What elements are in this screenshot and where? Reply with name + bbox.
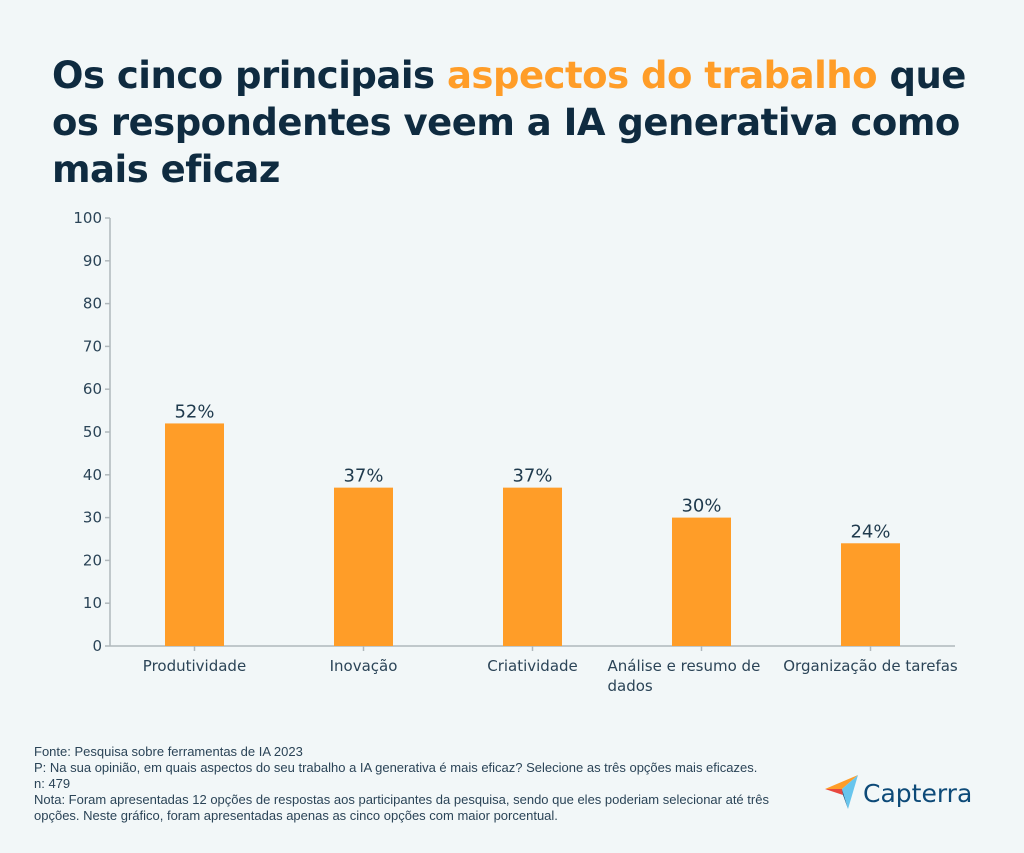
title-part-2: que os respondentes veem a IA generativa… xyxy=(52,54,966,191)
category-label: Produtividade xyxy=(143,657,246,675)
bar xyxy=(334,487,393,646)
chart-labels: 52% Produtividade 37% Inovação 37% Criativida… xyxy=(143,401,958,695)
y-tick-label: 20 xyxy=(83,551,102,569)
y-tick-label: 100 xyxy=(73,209,102,227)
value-label: 37% xyxy=(343,466,383,487)
bar xyxy=(841,543,900,646)
y-tick-label: 0 xyxy=(92,637,102,655)
value-label: 52% xyxy=(174,401,214,422)
y-tick-label: 50 xyxy=(83,423,102,441)
category-label: Criatividade xyxy=(487,657,578,675)
source-note: Fonte: Pesquisa sobre ferramentas de IA … xyxy=(34,744,303,759)
chart-bars xyxy=(165,423,900,646)
category-label: Organização de tarefas xyxy=(783,657,958,675)
capterra-logo: Capterra xyxy=(825,775,972,811)
y-tick-label: 80 xyxy=(83,295,102,313)
sample-size: n: 479 xyxy=(34,776,71,791)
title-part-1: Os cinco principais xyxy=(52,54,447,97)
value-label: 24% xyxy=(850,521,890,542)
bar xyxy=(165,423,224,646)
title-highlight: aspectos do trabalho xyxy=(446,54,878,97)
category-label: Inovação xyxy=(330,657,398,675)
y-tick-label: 30 xyxy=(83,509,102,527)
capterra-arrow-icon xyxy=(825,775,858,809)
capterra-wordmark: Capterra xyxy=(863,778,973,808)
y-tick-label: 40 xyxy=(83,466,102,484)
y-tick-label: 60 xyxy=(83,380,102,398)
value-label: 30% xyxy=(681,496,721,517)
y-tick-label: 70 xyxy=(83,337,102,355)
methodology-note: Nota: Foram apresentadas 12 opções de re… xyxy=(34,792,769,823)
chart-footer: Fonte: Pesquisa sobre ferramentas de IA … xyxy=(34,744,794,824)
question-note: P: Na sua opinião, em quais aspectos do … xyxy=(34,760,758,775)
y-tick-label: 90 xyxy=(83,252,102,270)
bar xyxy=(672,517,731,646)
value-label: 37% xyxy=(512,466,552,487)
y-tick-label: 10 xyxy=(83,594,102,612)
chart-title: Os cinco principais aspectos do trabalho… xyxy=(52,52,992,193)
bar xyxy=(503,487,562,646)
category-label: Análise e resumo de dados xyxy=(608,657,761,695)
